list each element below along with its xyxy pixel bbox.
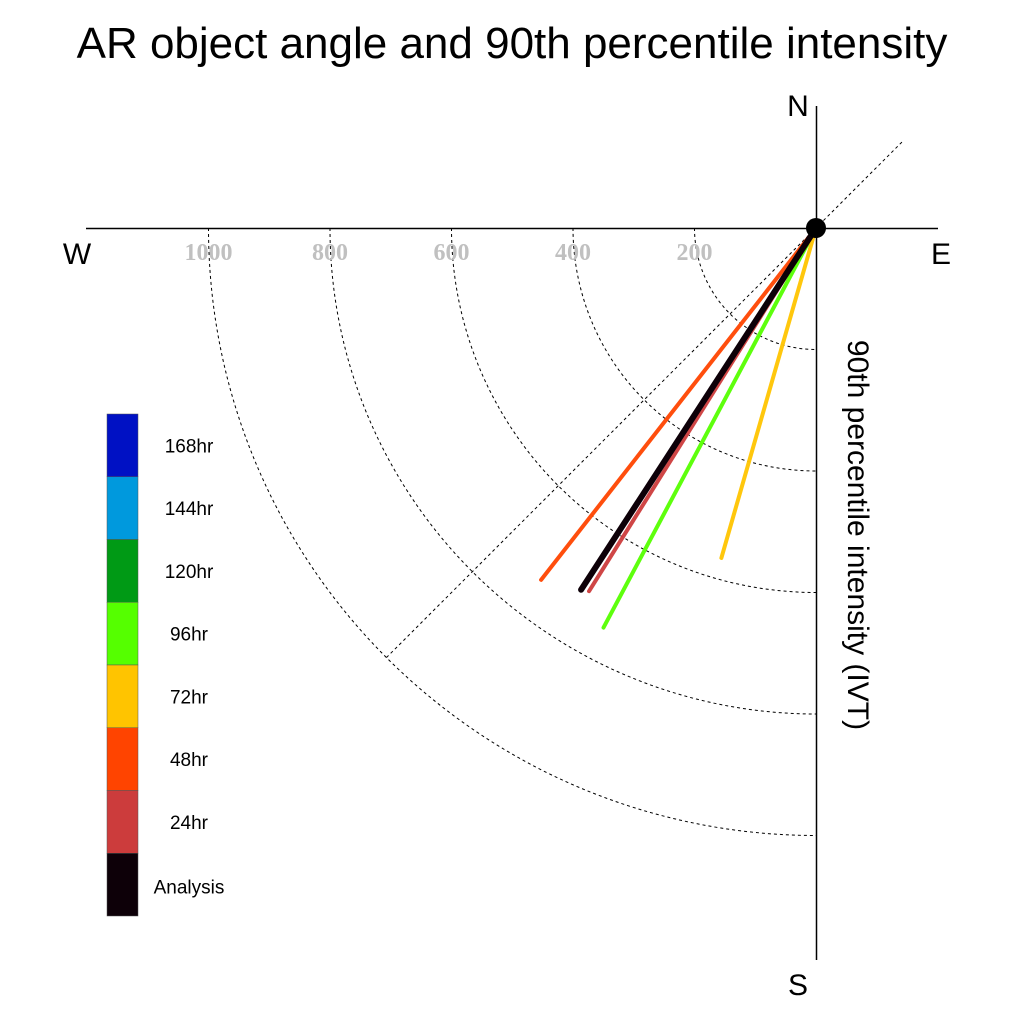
- series-vector-Analysis: [578, 225, 819, 593]
- origin-marker: [806, 218, 826, 238]
- radial-tick-label: 800: [312, 240, 348, 266]
- chart-title: AR object angle and 90th percentile inte…: [77, 19, 948, 68]
- legend-label-144hr: 144hr: [165, 499, 214, 520]
- grid-ring-1000: [208, 227, 817, 836]
- legend-swatch-48hr: [106, 727, 139, 791]
- series-vector-72hr: [719, 226, 818, 560]
- legend-label-168hr: 168hr: [165, 436, 214, 457]
- legend-swatch-72hr: [106, 664, 139, 728]
- legend-label-48hr: 48hr: [170, 750, 209, 771]
- compass-south-label: S: [788, 969, 808, 1002]
- radial-tick-label: 200: [677, 240, 713, 266]
- compass-north-label: N: [787, 90, 809, 123]
- legend-swatch-120hr: [106, 539, 139, 603]
- data-series: [539, 225, 819, 630]
- radial-tick-label: 1000: [185, 240, 233, 266]
- series-vector-48hr: [539, 226, 818, 582]
- grid-ring-800: [329, 227, 817, 715]
- compass-east-label: E: [931, 238, 951, 271]
- radial-tick-label: 600: [434, 240, 470, 266]
- legend-swatch-144hr: [106, 476, 139, 540]
- legend-swatch-96hr: [106, 602, 139, 666]
- legend: 168hr 144hr 120hr 96hr 72hr 48hr 24hr Analysis: [106, 413, 225, 917]
- grid-ring-200: [694, 227, 817, 350]
- series-vector-96hr: [601, 226, 818, 630]
- grid-ring-400: [572, 227, 817, 472]
- y-axis-label: 90th percentile intensity (IVT): [841, 340, 874, 730]
- legend-label-96hr: 96hr: [170, 625, 209, 646]
- legend-swatch-Analysis: [106, 853, 139, 917]
- legend-label-Analysis: Analysis: [154, 878, 225, 899]
- radial-tick-labels: 200 400 600 800 1000: [185, 240, 713, 266]
- legend-swatch-24hr: [106, 790, 139, 854]
- legend-label-24hr: 24hr: [170, 813, 209, 834]
- legend-label-72hr: 72hr: [170, 687, 209, 708]
- legend-swatch-168hr: [106, 413, 139, 477]
- radial-tick-label: 400: [555, 240, 591, 266]
- legend-label-120hr: 120hr: [165, 562, 214, 583]
- grid-ring-600: [451, 227, 817, 593]
- diagonal-gridline: [386, 141, 903, 658]
- compass-west-label: W: [63, 238, 92, 271]
